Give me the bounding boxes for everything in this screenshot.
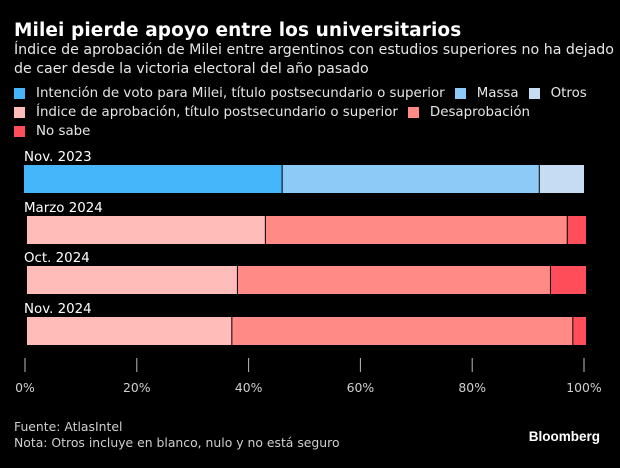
legend-item: No sabe — [14, 122, 90, 141]
x-tick-label: 100% — [566, 380, 602, 395]
category-label: Oct. 2024 — [24, 251, 90, 266]
legend-item: Intención de voto para Milei, título pos… — [14, 84, 445, 103]
source-note: Fuente: AtlasIntel — [14, 419, 123, 434]
bar-segment — [237, 266, 553, 294]
legend-label: Massa — [476, 86, 519, 101]
legend-swatch — [14, 107, 25, 118]
bar-segment — [550, 266, 586, 294]
legend-label: Intención de voto para Milei, título pos… — [36, 86, 445, 101]
x-tick-label: 20% — [123, 380, 151, 395]
bar-segment — [27, 317, 234, 345]
bar-segment — [572, 317, 586, 345]
bar-segment — [27, 266, 240, 294]
legend-swatch — [14, 126, 25, 137]
category-label: Nov. 2023 — [24, 150, 92, 165]
bar-segment — [231, 317, 575, 345]
legend-swatch — [528, 88, 540, 99]
legend-row: No sabe — [14, 122, 614, 141]
bloomberg-logo: Bloomberg — [528, 429, 600, 444]
chart-title: Milei pierde apoyo entre los universitar… — [14, 20, 462, 41]
bar-segment — [567, 216, 586, 244]
bar-segment — [265, 216, 570, 244]
legend-item: Otros — [528, 84, 587, 103]
legend-row: Intención de voto para Milei, título pos… — [14, 84, 614, 103]
x-tick-label: 60% — [347, 380, 375, 395]
x-tick-label: 0% — [15, 380, 35, 395]
bar-segment — [539, 165, 584, 193]
legend-swatch — [14, 88, 25, 99]
category-label: Nov. 2024 — [24, 302, 92, 317]
x-tick-label: 80% — [458, 380, 486, 395]
bar-segment — [24, 165, 283, 193]
legend-item: Índice de aprobación, título postsecunda… — [14, 103, 398, 122]
legend-label: Índice de aprobación, título postsecunda… — [36, 105, 398, 120]
chart-subtitle: Índice de aprobación de Milei entre arge… — [14, 42, 614, 77]
legend-label: Desaprobación — [429, 105, 531, 120]
legend: Intención de voto para Milei, título pos… — [14, 84, 614, 141]
footer: Fuente: AtlasIntel Nota: Otros incluye e… — [14, 419, 340, 451]
x-tick-label: 40% — [235, 380, 263, 395]
legend-row: Índice de aprobación, título postsecunda… — [14, 103, 614, 122]
legend-label: No sabe — [36, 124, 91, 139]
footnote: Nota: Otros incluye en blanco, nulo y no… — [14, 435, 340, 450]
legend-swatch — [454, 88, 466, 99]
legend-item: Desaprobación — [407, 103, 531, 122]
bar-segment — [282, 165, 540, 193]
legend-label: Otros — [550, 86, 587, 101]
legend-swatch — [407, 107, 419, 118]
legend-item: Massa — [454, 84, 519, 103]
category-label: Marzo 2024 — [24, 201, 103, 216]
bar-segment — [27, 216, 268, 244]
